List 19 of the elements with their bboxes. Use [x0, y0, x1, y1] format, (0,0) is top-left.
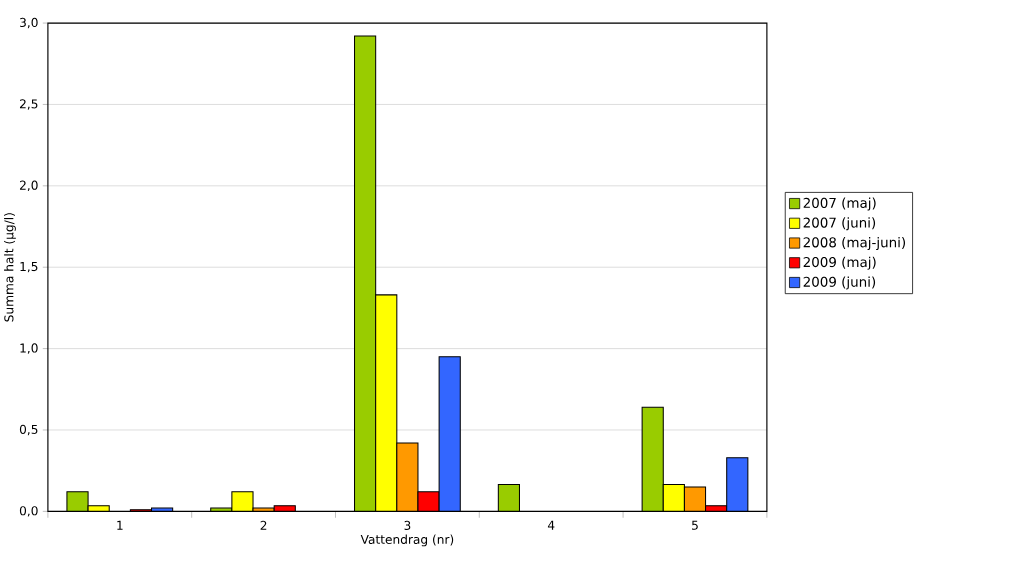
- x-tick-label: 1: [117, 520, 123, 530]
- legend-label: 2009 (juni): [803, 276, 876, 290]
- y-tick-label: 3,0: [20, 17, 38, 29]
- y-tick-label: 0,0: [19, 505, 38, 517]
- y-tick-label: 0,5: [19, 424, 38, 435]
- legend-label: 2007 (maj): [803, 197, 876, 211]
- legend-label: 2008 (maj-juni): [803, 236, 906, 250]
- x-tick-label: 5: [692, 520, 698, 530]
- y-tick-label: 1,0: [20, 343, 38, 354]
- y-axis-title: Summa halt (µg/l): [4, 212, 16, 322]
- legend-label: 2007 (juni): [803, 217, 876, 231]
- x-tick-label: 3: [404, 520, 411, 530]
- legend-label: 2009 (maj): [803, 256, 876, 270]
- x-tick-label: 4: [547, 520, 555, 530]
- x-axis-title: Vattendrag (nr): [360, 534, 454, 547]
- y-tick-label: 1,5: [20, 261, 38, 273]
- y-tick-label: 2,0: [19, 180, 38, 191]
- y-tick-label: 2,5: [19, 99, 38, 110]
- x-tick-label: 2: [260, 520, 267, 530]
